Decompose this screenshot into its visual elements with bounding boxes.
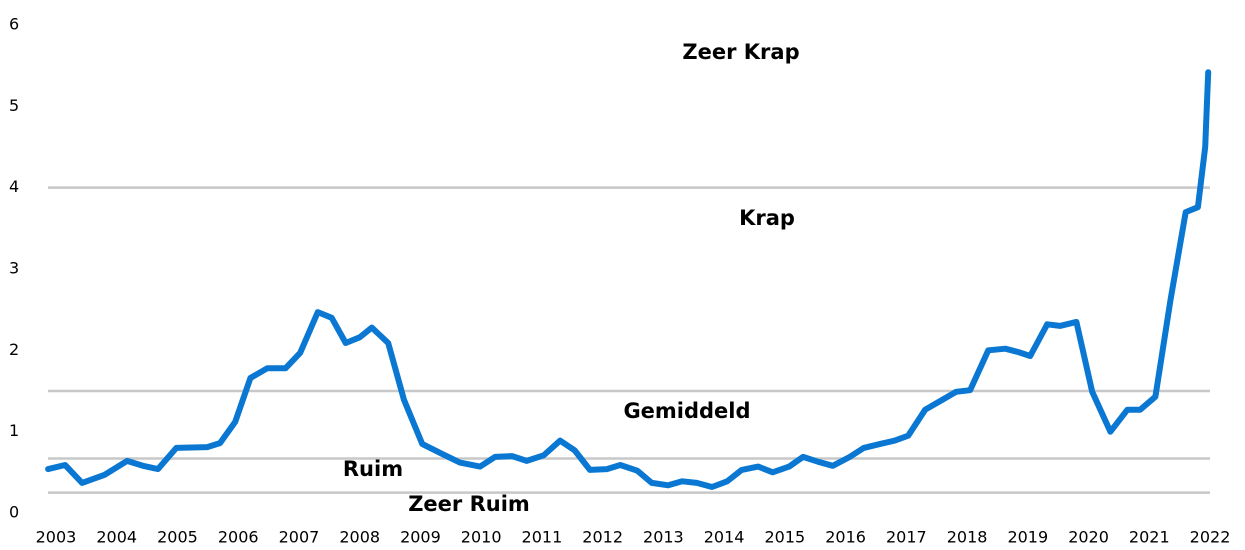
x-tick-label: 2007: [279, 528, 320, 547]
zone-label: Gemiddeld: [623, 399, 750, 423]
x-tick-label: 2010: [461, 528, 502, 547]
y-tick-label: 3: [9, 259, 19, 278]
x-tick-label: 2012: [582, 528, 623, 547]
x-tick-label: 2021: [1129, 528, 1170, 547]
x-tick-label: 2004: [96, 528, 137, 547]
x-tick-label: 2015: [764, 528, 805, 547]
x-tick-label: 2017: [886, 528, 927, 547]
x-tick-label: 2013: [643, 528, 684, 547]
zone-label: Zeer Krap: [682, 40, 799, 64]
y-tick-label: 4: [9, 177, 19, 196]
y-tick-label: 2: [9, 340, 19, 359]
x-tick-label: 2014: [704, 528, 745, 547]
data-line: [45, 69, 1212, 490]
x-tick-label: 2003: [36, 528, 77, 547]
x-tick-label: 2006: [218, 528, 259, 547]
x-tick-label: 2019: [1007, 528, 1048, 547]
zone-label: Krap: [739, 206, 795, 230]
x-tick-label: 2011: [522, 528, 563, 547]
zone-label: Zeer Ruim: [408, 492, 530, 516]
x-tick-label: 2020: [1068, 528, 1109, 547]
y-tick-label: 0: [9, 503, 19, 522]
y-tick-label: 6: [9, 15, 19, 34]
x-tick-label: 2005: [157, 528, 198, 547]
x-tick-label: 2018: [947, 528, 988, 547]
x-tick-label: 2016: [825, 528, 866, 547]
y-tick-label: 1: [9, 421, 19, 440]
x-tick-label: 2009: [400, 528, 441, 547]
x-tick-label: 2008: [339, 528, 380, 547]
x-tick-label: 2022: [1190, 528, 1231, 547]
zone-label: Ruim: [343, 457, 403, 481]
y-tick-label: 5: [9, 96, 19, 115]
